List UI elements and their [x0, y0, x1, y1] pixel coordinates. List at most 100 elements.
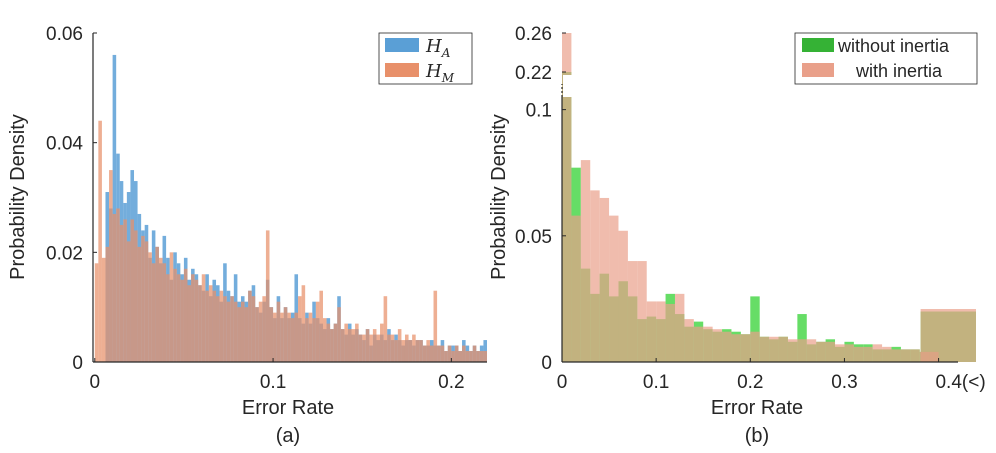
bar-h-m-105 — [469, 351, 473, 362]
bar-with-inertia-17 — [722, 331, 732, 362]
panel-b-caption: (b) — [745, 425, 769, 447]
bar-h-m-101 — [454, 345, 459, 362]
panel-b-ytick-label-3: 0.22 — [515, 63, 552, 84]
bar-h-m-86 — [401, 340, 405, 362]
bar-h-m-76 — [365, 329, 370, 362]
panel-b-ytick-label-4: 0.26 — [515, 24, 552, 45]
panel-a-ytick-label-0: 0 — [72, 353, 83, 374]
bar-h-m-71 — [347, 329, 352, 362]
bar-with-inertia-23 — [778, 336, 788, 362]
bar-h-m-70 — [344, 323, 348, 362]
bar-h-m-61 — [312, 318, 316, 362]
bar-h-m-74 — [358, 334, 363, 362]
bar-h-m-77 — [369, 334, 373, 362]
panel-b-xtick-label-3: 0.3 — [831, 372, 857, 393]
bar-with-inertia-21 — [759, 336, 770, 362]
bar-with-inertia-0 — [562, 33, 572, 362]
bar-h-m-43 — [248, 290, 252, 362]
bar-h-m-10 — [130, 219, 135, 362]
panel-b-xtick-label-0: 0 — [557, 372, 568, 393]
bar-h-m-90 — [415, 340, 420, 362]
panel-b-ytick-label-1: 0.05 — [515, 227, 552, 248]
bar-h-m-38 — [230, 296, 234, 362]
bar-with-inertia-1 — [571, 215, 581, 362]
bar-with-inertia-19 — [740, 334, 751, 362]
panel-b-legend: without inertia with inertia — [794, 32, 978, 85]
panel-a-ytick-label-2: 0.04 — [46, 134, 83, 155]
bar-h-m-25 — [183, 268, 188, 362]
bar-h-m-91 — [419, 340, 423, 362]
bar-h-m-95 — [433, 290, 438, 362]
bar-h-m-54 — [287, 312, 291, 362]
bar-h-m-0 — [94, 263, 99, 362]
bar-h-m-84 — [394, 340, 398, 362]
bar-h-m-64 — [322, 318, 327, 362]
bar-h-m-56 — [294, 312, 299, 362]
bar-with-inertia-10 — [656, 301, 666, 362]
bar-h-m-73 — [355, 323, 359, 362]
bar-h-m-63 — [319, 290, 323, 362]
bar-with-inertia-11 — [665, 303, 675, 362]
panel-a-xtick-label-2: 0.2 — [438, 372, 464, 393]
legend-label-h-m: HM — [425, 61, 455, 85]
bar-with-inertia-33 — [872, 344, 883, 362]
bar-h-m-80 — [380, 323, 384, 362]
bar-with-inertia-25 — [797, 339, 807, 362]
panel-a: 0 0.1 0.2 0 0.02 0.04 0.06 Error Rate Probabil… — [7, 24, 487, 447]
panel-a-xlabel: Error Rate — [242, 397, 334, 419]
bar-without-inertia-20 — [750, 296, 760, 362]
bar-h-m-93 — [426, 340, 430, 362]
bar-h-m-3 — [105, 246, 110, 362]
bar-h-m-30 — [201, 274, 206, 362]
panel-a-caption: (a) — [276, 425, 300, 447]
bar-with-inertia-16 — [712, 329, 723, 362]
bar-with-inertia-5 — [609, 215, 619, 362]
bar-h-m-104 — [465, 351, 470, 362]
bar-with-inertia-2 — [580, 160, 591, 362]
bar-h-m-96 — [437, 345, 441, 362]
panel-a-ytick-label-3: 0.06 — [46, 24, 83, 45]
bar-with-inertia-13 — [684, 319, 694, 362]
bar-with-inertia-8 — [637, 261, 647, 362]
bar-h-m-33 — [212, 290, 217, 362]
bar-h-m-62 — [315, 301, 320, 362]
bar-h-m-55 — [290, 318, 295, 362]
bar-h-m-12 — [137, 246, 142, 362]
bar-h-m-28 — [194, 279, 199, 362]
bar-h-m-50 — [273, 312, 277, 362]
bar-h-m-29 — [198, 285, 202, 362]
bar-h-m-94 — [429, 345, 434, 362]
legend-swatch-h-a — [385, 38, 419, 52]
bar-h-m-16 — [151, 263, 156, 362]
bar-h-m-79 — [376, 334, 381, 362]
bar-h-m-67 — [333, 323, 338, 362]
panel-b-xtick-label-1: 0.1 — [643, 372, 669, 393]
bar-h-m-97 — [440, 345, 445, 362]
panel-a-ticks: 0 0.1 0.2 0 0.02 0.04 0.06 — [46, 24, 465, 393]
bar-h-m-102 — [458, 351, 463, 362]
bar-with-inertia-31 — [853, 346, 864, 362]
bar-h-m-48 — [265, 230, 270, 362]
bar-h-m-44 — [251, 296, 256, 362]
bar-h-m-53 — [283, 307, 288, 362]
bar-h-m-1 — [98, 120, 102, 362]
panel-a-xtick-label-0: 0 — [89, 372, 100, 393]
bar-h-m-82 — [387, 334, 391, 362]
bar-h-m-36 — [223, 296, 227, 362]
bar-h-m-72 — [351, 329, 356, 362]
panel-a-ylabel: Probability Density — [7, 114, 29, 280]
bar-h-m-60 — [308, 312, 313, 362]
bar-h-m-8 — [123, 219, 127, 362]
bar-h-m-40 — [237, 307, 241, 362]
bar-h-m-85 — [397, 329, 402, 362]
bar-h-m-89 — [412, 334, 416, 362]
bar-h-m-35 — [219, 290, 224, 362]
panel-b-break-gap — [563, 75, 603, 97]
bar-h-m-103 — [462, 345, 466, 362]
bar-h-m-32 — [208, 285, 213, 362]
bar-with-inertia-27 — [816, 341, 826, 362]
bar-h-m-21 — [169, 252, 174, 362]
bar-h-m-45 — [255, 307, 259, 362]
bar-h-m-23 — [176, 274, 181, 362]
